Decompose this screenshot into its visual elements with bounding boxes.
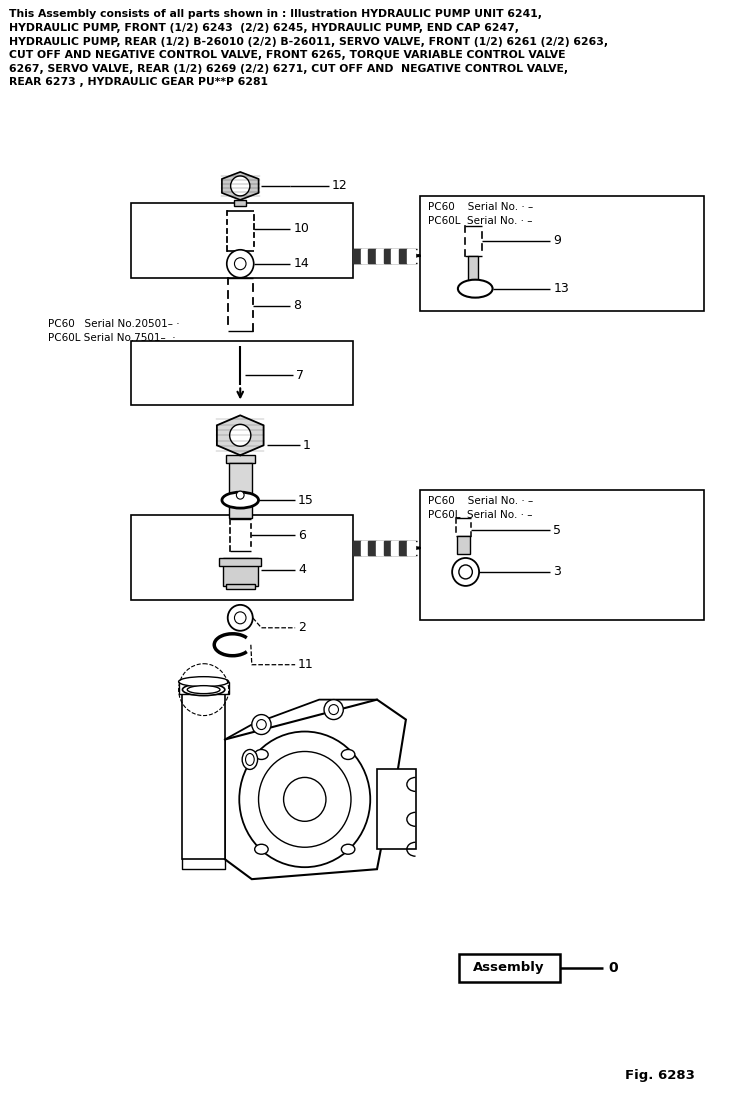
Polygon shape [225, 700, 406, 879]
Bar [183, 690, 225, 859]
Polygon shape [399, 541, 407, 555]
Circle shape [257, 720, 266, 730]
Text: 4: 4 [298, 564, 306, 576]
Ellipse shape [183, 683, 225, 695]
Bar [131, 516, 353, 600]
Ellipse shape [222, 493, 258, 508]
Bar [178, 681, 228, 693]
Text: 5: 5 [554, 523, 561, 536]
Bar [228, 463, 252, 518]
Bar [234, 200, 246, 206]
Bar [468, 256, 478, 284]
Text: 9: 9 [554, 235, 561, 247]
Text: 14: 14 [293, 257, 309, 270]
Text: This Assembly consists of all parts shown in : Illustration HYDRAULIC PUMP UNIT : This Assembly consists of all parts show… [9, 10, 608, 88]
Text: 7: 7 [296, 369, 304, 382]
Text: 11: 11 [298, 658, 314, 671]
Circle shape [234, 612, 246, 624]
Text: PC60    Serial No. · –: PC60 Serial No. · – [428, 496, 533, 506]
Bar [420, 196, 705, 310]
Polygon shape [392, 249, 399, 262]
Text: PC60L  Serial No. · –: PC60L Serial No. · – [428, 510, 533, 520]
Polygon shape [369, 541, 376, 555]
Bar [457, 536, 470, 554]
Circle shape [252, 714, 271, 735]
Ellipse shape [458, 280, 493, 297]
Text: 8: 8 [293, 299, 301, 313]
Circle shape [234, 258, 246, 270]
Polygon shape [353, 249, 360, 262]
Circle shape [227, 250, 254, 278]
Ellipse shape [187, 686, 220, 693]
Ellipse shape [255, 845, 268, 855]
Text: PC60L Serial No.7501–  ·: PC60L Serial No.7501– · [48, 332, 175, 342]
Polygon shape [383, 541, 392, 555]
Polygon shape [399, 249, 407, 262]
Text: PC60   Serial No.20501– ·: PC60 Serial No.20501– · [48, 318, 179, 329]
Text: 2: 2 [298, 621, 306, 634]
Bar [225, 455, 255, 463]
Polygon shape [360, 249, 369, 262]
Bar [131, 203, 353, 278]
Ellipse shape [178, 677, 228, 687]
Circle shape [239, 732, 370, 868]
Text: Fig. 6283: Fig. 6283 [625, 1068, 695, 1082]
Text: 0: 0 [608, 961, 618, 975]
Text: 6: 6 [298, 529, 306, 542]
Polygon shape [407, 541, 414, 555]
Circle shape [230, 425, 251, 446]
Circle shape [452, 558, 479, 586]
Polygon shape [407, 249, 414, 262]
Polygon shape [383, 249, 392, 262]
Circle shape [324, 700, 343, 720]
Bar [377, 769, 416, 849]
Polygon shape [376, 249, 383, 262]
Bar [219, 558, 261, 566]
Text: 13: 13 [554, 282, 569, 295]
Circle shape [284, 778, 326, 822]
Ellipse shape [342, 845, 355, 855]
Bar [420, 490, 705, 620]
Circle shape [237, 491, 244, 499]
Circle shape [459, 565, 473, 579]
Polygon shape [217, 416, 264, 455]
Bar [223, 558, 258, 586]
Text: PC60L  Serial No. · –: PC60L Serial No. · – [428, 216, 533, 226]
Polygon shape [392, 541, 399, 555]
Text: 3: 3 [554, 565, 561, 578]
Bar [131, 340, 353, 406]
Polygon shape [369, 249, 376, 262]
Ellipse shape [255, 749, 268, 759]
Text: 1: 1 [303, 439, 311, 452]
Polygon shape [376, 541, 383, 555]
Text: 15: 15 [298, 494, 314, 507]
Ellipse shape [246, 754, 254, 766]
Bar [225, 584, 255, 589]
Polygon shape [360, 541, 369, 555]
Text: 10: 10 [293, 223, 309, 236]
Text: 12: 12 [332, 180, 348, 192]
Polygon shape [353, 541, 360, 555]
Circle shape [258, 751, 351, 847]
Circle shape [329, 704, 339, 714]
Circle shape [228, 604, 252, 631]
Ellipse shape [342, 749, 355, 759]
Ellipse shape [242, 749, 258, 769]
Polygon shape [222, 172, 258, 200]
Text: Assembly: Assembly [473, 961, 545, 974]
Text: PC60    Serial No. · –: PC60 Serial No. · – [428, 202, 533, 212]
FancyBboxPatch shape [459, 954, 560, 982]
Circle shape [231, 176, 250, 196]
